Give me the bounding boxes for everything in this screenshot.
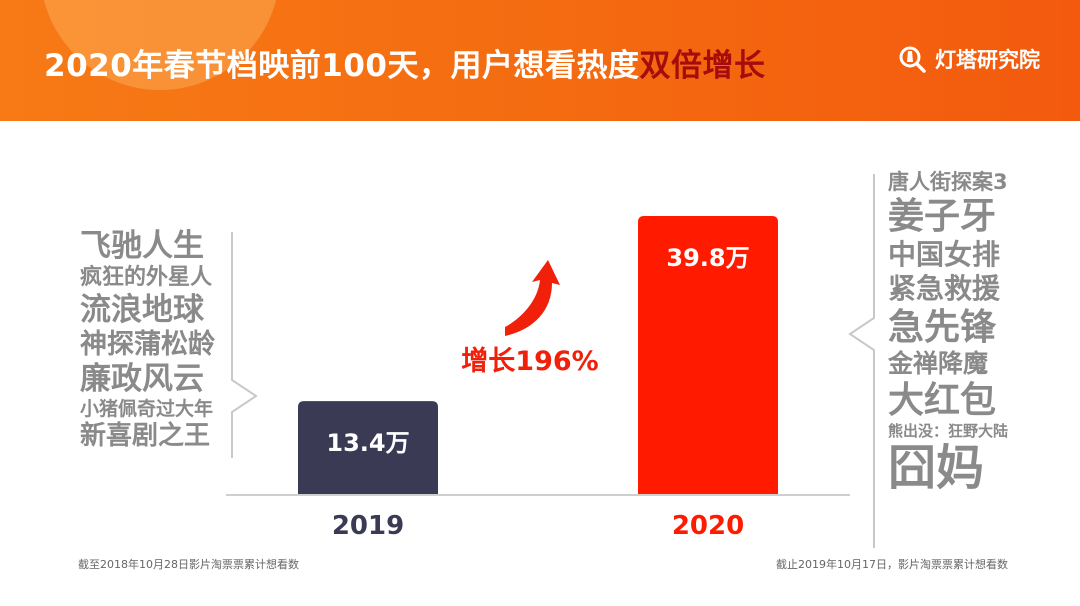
movie-2019-item: 小猪佩奇过大年 xyxy=(80,398,214,421)
bar-value-label: 39.8万 xyxy=(666,244,749,272)
movie-2020-item: 中国女排 xyxy=(888,238,1001,272)
movie-2020-item: 急先锋 xyxy=(888,306,997,348)
category-label: 2019 xyxy=(332,511,404,541)
movie-list-2020: 唐人街探案3 姜子牙 中国女排 紧急救援 急先锋 金禅降魔 大红包 熊出没：狂野… xyxy=(888,170,1038,498)
brand-logo: 灯塔研究院 xyxy=(897,44,1040,74)
category-label: 2020 xyxy=(672,511,744,541)
title-main: 2020年春节档映前100天，用户想看热度 xyxy=(44,48,640,84)
movie-2019-item: 飞驰人生 xyxy=(80,228,204,264)
movie-2020-item: 熊出没：狂野大陆 xyxy=(888,421,1009,440)
header-banner: 2020年春节档映前100天，用户想看热度双倍增长 灯塔研究院 xyxy=(0,0,1080,121)
bar-2020 xyxy=(638,216,778,495)
brand-name: 灯塔研究院 xyxy=(935,48,1040,72)
movie-2020-item: 大红包 xyxy=(888,379,997,421)
footnote-left: 截至2018年10月28日影片淘票票累计想看数 xyxy=(78,558,299,571)
bar-2019 xyxy=(298,401,438,495)
movie-2019-item: 流浪地球 xyxy=(80,291,204,328)
page-title: 2020年春节档映前100天，用户想看热度双倍增长 xyxy=(44,40,766,85)
movie-2020-item: 姜子牙 xyxy=(888,196,997,238)
title-highlight: 双倍增长 xyxy=(639,48,766,84)
footnote-right: 截止2019年10月17日，影片淘票票累计想看数 xyxy=(776,558,1008,571)
movie-2020-item: 囧妈 xyxy=(888,439,985,496)
movie-2019-item: 廉政风云 xyxy=(80,361,204,398)
left-bracket xyxy=(231,232,258,458)
growth-annotation: 增长196% xyxy=(461,345,598,377)
movie-list-2019: 飞驰人生 疯狂的外星人 流浪地球 神探蒲松龄 廉政风云 小猪佩奇过大年 新喜剧之… xyxy=(80,228,240,452)
lighthouse-search-icon xyxy=(897,44,927,74)
movie-2019-item: 神探蒲松龄 xyxy=(80,328,215,360)
right-bracket xyxy=(848,174,875,548)
movie-2020-item: 紧急救援 xyxy=(888,271,1001,305)
movie-2019-item: 疯狂的外星人 xyxy=(80,265,213,291)
movie-2020-item: 金禅降魔 xyxy=(888,348,989,378)
bar-value-label: 13.4万 xyxy=(326,429,409,457)
movie-2020-item: 唐人街探案3 xyxy=(888,170,1008,194)
movie-2019-item: 新喜剧之王 xyxy=(80,421,211,452)
growth-arrow-icon xyxy=(505,260,560,336)
